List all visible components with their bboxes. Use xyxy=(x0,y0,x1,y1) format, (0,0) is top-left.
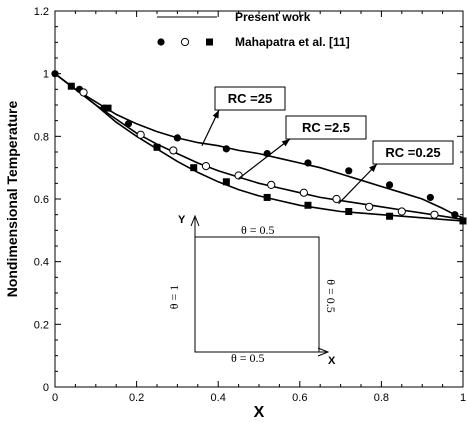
callout-box xyxy=(214,86,286,111)
legend-open-circle-icon xyxy=(180,37,190,47)
callout-arrowhead-icon xyxy=(212,110,219,119)
callouts: RC =25 RC =2.5 RC =0.25 xyxy=(201,86,454,205)
inset-left-label: θ = 1 xyxy=(167,285,181,310)
legend-present-label: Present work xyxy=(235,10,311,24)
callout-box xyxy=(285,115,367,140)
marker-filled-circle xyxy=(385,181,394,189)
y-tick-label: 0.6 xyxy=(34,194,49,206)
legend-reference-label: Mahapatra et al. [11] xyxy=(235,35,350,49)
marker-filled-square xyxy=(153,143,161,151)
callout-label: RC =0.25 xyxy=(385,145,440,160)
marker-open-circle xyxy=(267,180,276,189)
marker-filled-square xyxy=(222,178,230,186)
x-tick-label: 0.6 xyxy=(292,392,307,404)
legend-filled-square-icon xyxy=(206,38,213,46)
series-line-1 xyxy=(54,73,464,221)
marker-filled-circle xyxy=(426,193,434,202)
legend-filled-circle-icon xyxy=(157,38,165,46)
x-tick-label: 0.2 xyxy=(129,392,144,404)
marker-open-circle xyxy=(397,207,406,216)
callout-arrowhead-icon xyxy=(281,139,290,147)
series-markers xyxy=(51,70,467,225)
y-tick-label: 0 xyxy=(43,382,49,394)
marker-filled-circle xyxy=(173,134,181,142)
marker-filled-square xyxy=(345,208,353,216)
marker-filled-circle xyxy=(304,159,312,167)
marker-filled-square xyxy=(190,164,198,172)
callout-box xyxy=(372,140,454,165)
marker-open-circle xyxy=(79,88,88,97)
callout-arrow-line xyxy=(338,163,378,205)
inset-square xyxy=(194,236,320,353)
callout-arrow-line xyxy=(238,138,291,180)
marker-filled-circle xyxy=(222,145,230,153)
marker-filled-square xyxy=(459,217,467,225)
inset-y-arrow-icon xyxy=(190,214,200,227)
marker-open-circle xyxy=(430,210,439,219)
inset-bottom-label: θ = 0.5 xyxy=(231,351,265,365)
marker-filled-square xyxy=(386,212,394,220)
y-tick-label: 0.2 xyxy=(34,319,49,331)
y-tick-label: 0.4 xyxy=(34,257,49,269)
marker-filled-circle xyxy=(345,167,353,175)
x-tick-labels: 0 0.2 0.4 0.6 0.8 1 xyxy=(52,392,466,404)
marker-open-circle xyxy=(332,194,341,204)
plot-frame xyxy=(54,10,464,388)
legend: Present work Mahapatra et al. [11] xyxy=(157,10,350,49)
marker-open-circle xyxy=(299,188,308,197)
marker-open-circle xyxy=(136,130,145,139)
x-axis-title: X xyxy=(254,404,265,421)
inset-right-label: θ = 0.5 xyxy=(324,279,338,313)
inset-x-arrow-icon xyxy=(317,347,330,357)
callout-label: RC =2.5 xyxy=(302,120,350,135)
y-axis-title: Nondimensional Temperature xyxy=(4,101,20,298)
marker-filled-square xyxy=(263,193,271,201)
series-line-2 xyxy=(54,73,464,222)
inset-x-axis-label: X xyxy=(328,355,336,367)
marker-filled-square xyxy=(67,82,75,90)
x-tick-label: 1 xyxy=(460,392,466,404)
inset-y-axis-label: Y xyxy=(178,214,186,226)
marker-filled-square xyxy=(304,201,312,209)
y-tick-label: 0.8 xyxy=(34,131,49,143)
inset-top-label: θ = 0.5 xyxy=(241,223,275,237)
x-tick-label: 0.4 xyxy=(211,392,226,404)
marker-filled-circle xyxy=(451,211,459,219)
y-tick-labels: 0 0.2 0.4 0.6 0.8 1 1.2 xyxy=(34,6,49,394)
marker-open-circle xyxy=(201,162,211,171)
y-tick-label: 1 xyxy=(43,69,49,81)
callout-arrowhead-icon xyxy=(369,164,377,172)
inset-diagram: Y X θ = 0.5 θ = 0.5 θ = 1 θ = 0.5 xyxy=(167,214,338,367)
marker-open-circle xyxy=(169,146,178,155)
marker-open-circle xyxy=(365,202,374,211)
x-tick-label: 0.8 xyxy=(374,392,389,404)
y-tick-label: 1.2 xyxy=(34,6,49,18)
marker-filled-circle xyxy=(124,120,133,128)
x-tick-label: 0 xyxy=(52,392,58,404)
marker-filled-circle xyxy=(51,70,59,78)
marker-filled-square xyxy=(104,104,112,112)
axis-ticks xyxy=(54,10,464,388)
callout-label: RC =25 xyxy=(228,91,272,106)
